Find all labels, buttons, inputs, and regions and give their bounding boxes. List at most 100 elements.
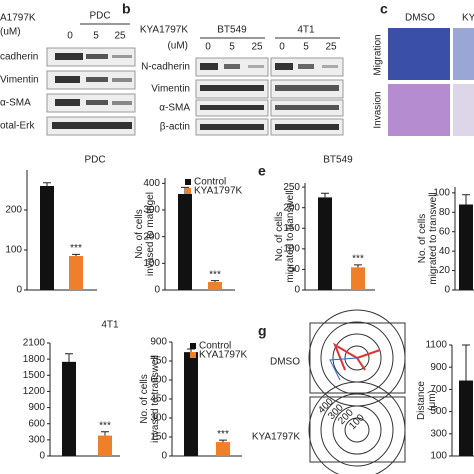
row: N-cadherin [141,62,190,73]
y-tick-label: 0 [16,285,22,296]
error-bar [187,348,195,353]
error-bar [101,431,109,436]
y-tick-label: 400 [143,178,160,189]
legend-label: KYA1797K [194,186,243,197]
cell: BT549 [217,25,247,36]
bar [69,256,83,290]
micrograph [388,84,450,136]
legend-swatch [185,188,191,194]
y-axis-label: No. of cellsinvased to matrigel [134,192,156,276]
significance: *** [99,420,111,431]
drug: KYA1797K [140,25,189,36]
row: KYA1797K [252,432,301,443]
y-tick-label: 250 [283,182,300,193]
significance: *** [352,254,364,265]
bar [184,352,198,456]
blots [46,47,136,136]
y-tick-label: 2100 [23,338,46,349]
y-tick-label: 1800 [23,354,46,365]
dose: 25 [251,42,263,53]
row: cadherin [0,52,38,63]
y-tick-label: 600 [150,375,167,386]
bar [459,204,473,290]
tracking-plot [308,309,406,474]
chart-title: BT549 [323,155,353,166]
dose: 0 [67,31,73,42]
y-tick-label: 300 [143,205,160,216]
bar [351,267,365,290]
y-axis-label: Distance(μm) [416,381,438,420]
bar [318,197,332,290]
bar [40,186,54,290]
drug: A1797K [0,13,36,24]
panel-letter: g [258,323,267,339]
error-bar [43,182,51,186]
cell: PDC [89,11,110,22]
y-tick-label: 200 [5,205,22,216]
y-tick-label: 1200 [23,386,46,397]
bar [459,380,473,456]
legend-label: Control [194,177,226,188]
panel-letter: b [122,1,131,17]
legend-label: Control [199,341,231,352]
y-tick-label: 100 [433,187,450,198]
micrograph [453,28,474,80]
micrograph [453,84,474,136]
y-tick-label: 150 [283,223,300,234]
legend-swatch [190,343,196,349]
dose: 5 [229,42,235,53]
y-tick-label: 300 [28,434,45,445]
unit: (uM) [0,27,21,38]
blots [195,57,344,136]
row: α-SMA [159,103,190,114]
error-bar [65,353,73,362]
y-tick-label: 750 [150,356,167,367]
y-tick-label: 300 [150,413,167,424]
y-tick-label: 80 [439,207,451,218]
error-bar [462,194,470,205]
y-tick-label: 600 [28,418,45,429]
row: Vimentin [151,84,190,95]
unit: (uM) [167,41,188,52]
row: Migration [373,34,384,75]
y-tick-label: 0 [294,285,300,296]
y-tick-label: 100 [283,243,300,254]
y-tick-label: 900 [150,337,167,348]
y-tick-label: 100 [430,451,447,462]
col: KY [462,13,474,24]
row: Invasion [373,91,384,128]
legend-swatch [190,352,196,358]
row: otal-Erk [0,121,35,132]
y-tick-label: 20 [439,265,451,276]
row: DMSO [270,357,300,368]
y-tick-label: 100 [5,245,22,256]
dose: 25 [114,31,126,42]
error-bar [321,192,329,198]
legend-label: KYA1797K [199,350,248,361]
y-tick-label: 900 [28,402,45,413]
y-tick-label: 40 [439,246,451,257]
y-tick-label: 1500 [23,370,46,381]
y-tick-label: 100 [143,258,160,269]
bar [208,282,222,290]
chart-title: PDC [84,155,105,166]
dose: 0 [205,42,211,53]
dose: 25 [325,42,337,53]
error-bar [354,264,362,268]
y-tick-label: 0 [154,285,160,296]
y-axis-label: No. of cellsmigrated to transwell [274,190,296,282]
error-bar [219,439,227,443]
dose: 5 [303,42,309,53]
y-tick-label: 200 [143,231,160,242]
row: β-actin [160,122,190,133]
y-tick-label: 1100 [425,340,447,351]
y-tick-label: 60 [439,226,451,237]
bar [62,361,76,456]
y-tick-label: 900 [430,362,447,373]
y-tick-label: 0 [161,451,167,462]
y-axis-label: No. of cellsinvased to transwell [139,355,161,443]
error-bar [462,344,470,381]
bar [216,442,230,456]
y-tick-label: 500 [430,406,447,417]
